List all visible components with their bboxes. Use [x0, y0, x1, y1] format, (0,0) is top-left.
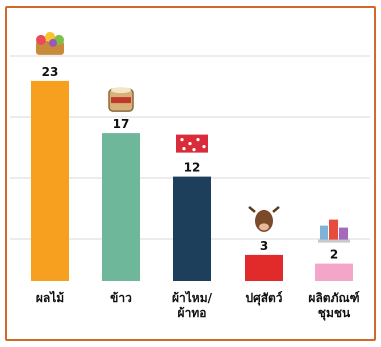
bar-value-label: 17 [113, 117, 130, 131]
rice-sack-icon [108, 87, 134, 112]
bar [173, 176, 211, 281]
bar [245, 254, 283, 281]
category-label: ข้าว [110, 291, 132, 305]
category-label: ผ้าไหม/ [172, 290, 213, 305]
bar [102, 133, 140, 281]
category-label: ผลไม้ [36, 290, 64, 305]
bar-value-label: 12 [184, 161, 201, 175]
livestock-cow-icon [248, 205, 280, 232]
category-label: ผลิตภัณฑ์ [308, 291, 359, 305]
bar [31, 80, 69, 282]
bar-value-label: 23 [42, 65, 59, 79]
bar-value-label: 3 [260, 239, 268, 253]
category-label: ผ้าทอ [178, 306, 207, 320]
silk-cloth-icon [176, 134, 208, 153]
bar [315, 263, 353, 281]
category-label: ปศุสัตว์ [245, 291, 282, 306]
bar-value-label: 2 [330, 248, 338, 262]
category-label: ชุมชน [318, 306, 351, 321]
fruit-basket-icon [36, 31, 64, 55]
community-products-icon [318, 219, 350, 243]
